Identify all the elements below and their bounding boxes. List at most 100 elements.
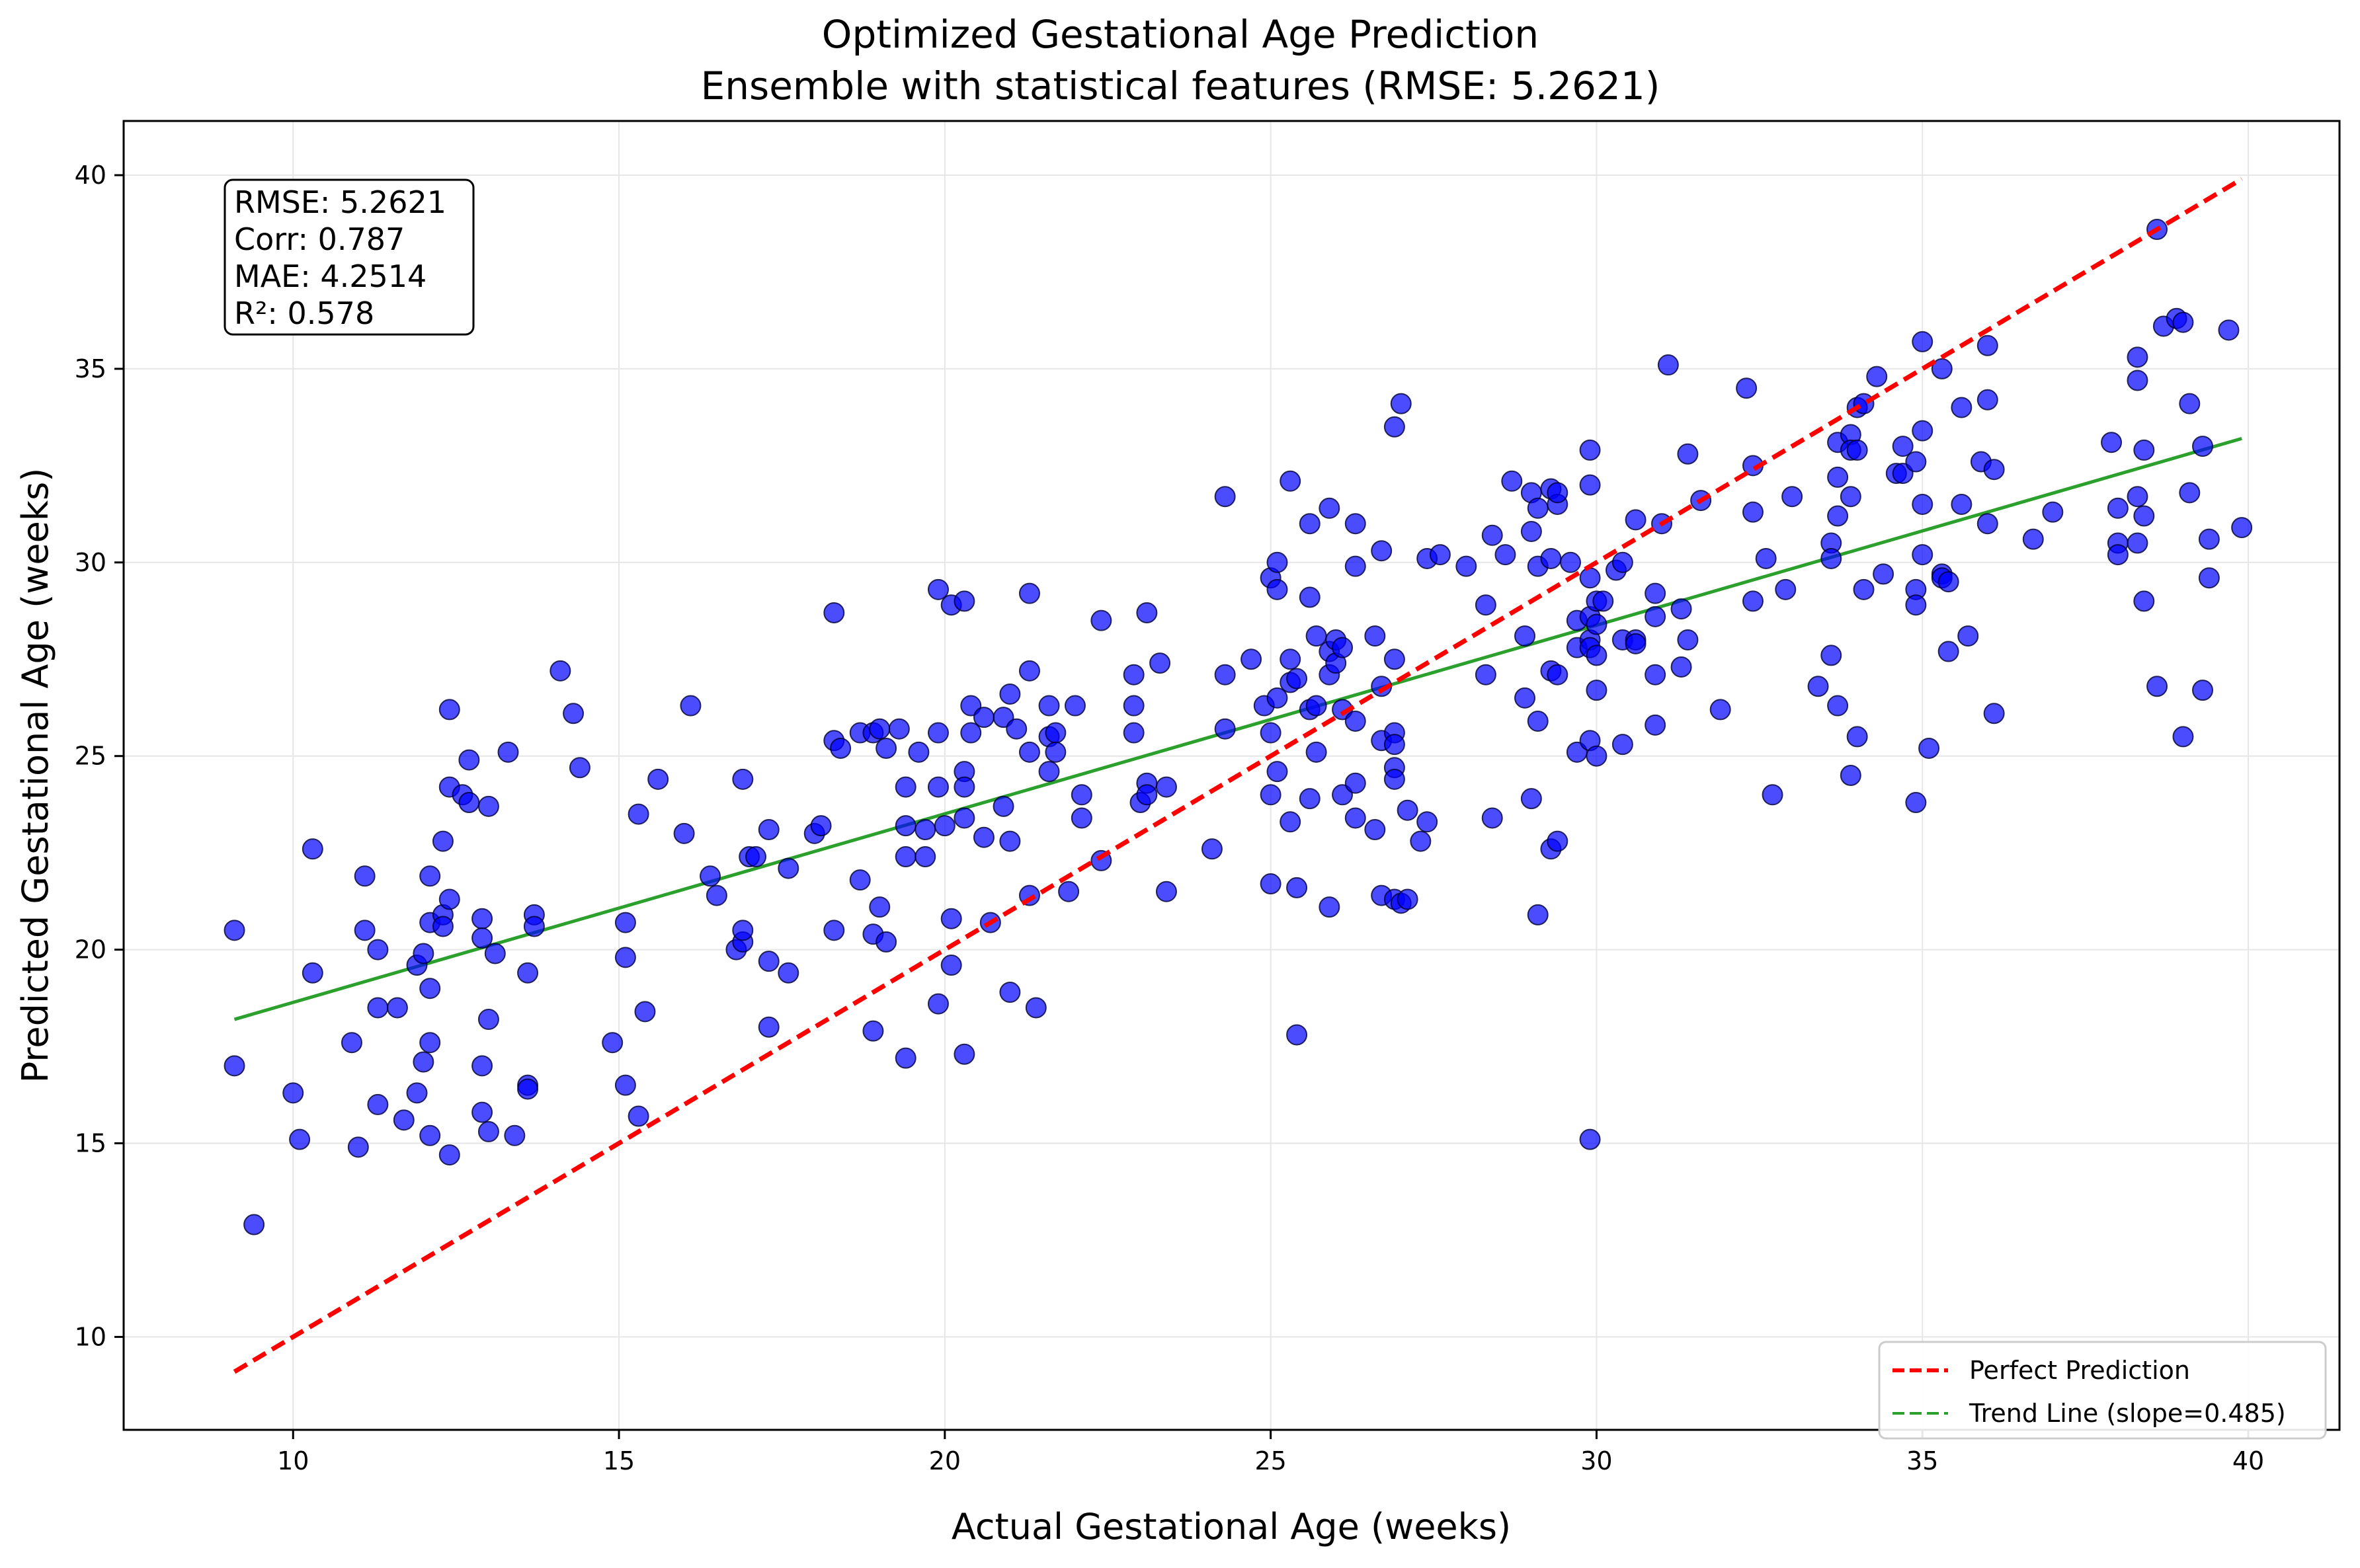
data-point (1912, 544, 1933, 566)
data-point (2133, 505, 2155, 527)
data-point (523, 916, 545, 937)
data-point (1547, 664, 1568, 686)
data-point (2198, 567, 2220, 589)
data-point (1840, 486, 1861, 508)
data-point (1332, 637, 1354, 658)
data-point (1383, 648, 1405, 670)
data-point (888, 718, 910, 740)
data-point (1579, 1128, 1601, 1150)
data-point (1214, 718, 1236, 740)
data-point (1709, 699, 1731, 721)
data-point (1280, 470, 1301, 492)
data-point (1514, 687, 1536, 709)
data-point (732, 920, 754, 941)
data-point (2172, 726, 2194, 748)
data-point (1912, 420, 1933, 442)
data-point (1305, 741, 1327, 763)
data-point (2101, 432, 2123, 453)
data-point (1846, 726, 1868, 748)
data-point (1383, 416, 1405, 438)
data-point (1820, 547, 1842, 569)
data-point (367, 939, 389, 960)
x-tick-label: 30 (1580, 1446, 1612, 1475)
data-point (471, 908, 493, 929)
data-point (1494, 544, 1516, 566)
data-point (1280, 648, 1301, 670)
data-point (1514, 625, 1536, 647)
data-point (1560, 551, 1582, 573)
data-point (2146, 676, 2168, 697)
data-point (869, 718, 891, 740)
data-point (915, 846, 936, 868)
data-point (1266, 578, 1288, 600)
data-point (628, 803, 649, 825)
data-point (1390, 393, 1412, 414)
data-point (1123, 695, 1145, 717)
data-point (960, 722, 982, 744)
data-point (628, 1105, 649, 1127)
data-point (1344, 807, 1366, 829)
data-point (419, 1032, 441, 1054)
data-point (1149, 652, 1171, 674)
data-point (1397, 888, 1418, 910)
y-axis-label: Predicted Gestational Age (weeks) (15, 468, 56, 1083)
data-point (2022, 528, 2044, 550)
data-point (1677, 629, 1699, 650)
data-point (438, 699, 460, 721)
data-point (1481, 807, 1503, 829)
data-point (1018, 741, 1040, 763)
chart-title: Optimized Gestational Age Prediction (822, 12, 1539, 57)
data-point (1912, 493, 1933, 515)
data-point (1286, 668, 1308, 689)
data-point (1266, 551, 1288, 573)
data-point (2231, 517, 2253, 539)
data-point (1214, 486, 1236, 508)
x-tick-label: 25 (1254, 1446, 1286, 1475)
data-point (1305, 695, 1327, 717)
data-point (1527, 710, 1549, 732)
data-point (1455, 555, 1477, 577)
data-point (1071, 807, 1092, 829)
data-point (1090, 609, 1112, 631)
data-point (954, 807, 975, 829)
data-point (393, 1109, 415, 1131)
data-point (1611, 551, 1633, 573)
data-point (614, 947, 636, 968)
data-point (438, 1144, 460, 1166)
data-point (1657, 354, 1679, 376)
data-point (954, 1043, 975, 1065)
data-point (1866, 366, 1888, 387)
data-point (934, 815, 956, 837)
legend-frame (1878, 1341, 2327, 1440)
legend-label-perfect: Perfect Prediction (1969, 1356, 2190, 1385)
data-point (432, 916, 454, 937)
data-point (823, 920, 845, 941)
data-point (1820, 645, 1842, 666)
data-point (862, 1020, 884, 1042)
data-point (477, 1120, 499, 1142)
data-point (999, 982, 1021, 1003)
data-point (1873, 563, 1894, 585)
data-point (1742, 590, 1764, 612)
data-point (406, 1082, 428, 1104)
data-point (471, 927, 493, 949)
data-point (823, 602, 845, 623)
data-point (1918, 737, 1940, 759)
data-point (1286, 877, 1308, 898)
data-point (419, 978, 441, 1000)
grid-lines (124, 121, 2340, 1430)
data-point (680, 695, 702, 717)
data-point (432, 830, 454, 852)
scatter-points (224, 176, 2253, 1374)
data-point (954, 590, 975, 612)
data-point (282, 1082, 304, 1104)
data-point (1344, 513, 1366, 535)
data-point (1586, 613, 1607, 635)
data-point (1625, 509, 1647, 531)
data-point (1344, 710, 1366, 732)
y-tick-label: 15 (75, 1129, 106, 1158)
data-point (940, 955, 962, 976)
data-point (1586, 745, 1607, 767)
data-point (569, 757, 590, 779)
data-point (224, 1055, 245, 1077)
